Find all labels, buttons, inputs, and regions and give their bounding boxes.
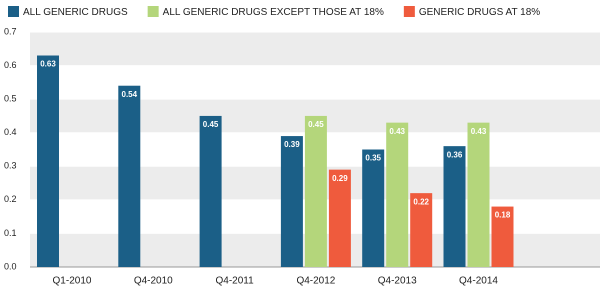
bar (328, 169, 351, 267)
bar (362, 149, 385, 267)
legend-label: ALL GENERIC DRUGS EXCEPT THOSE AT 18% (163, 7, 384, 18)
x-tick-label: Q1-2010 (53, 276, 92, 287)
legend-swatch (147, 6, 159, 17)
value-label: 0.39 (284, 140, 300, 149)
bar (443, 146, 466, 267)
value-label: 0.29 (332, 174, 348, 183)
y-tick-label: 0.2 (4, 194, 17, 204)
x-tick-label: Q4-2012 (296, 276, 335, 287)
y-tick-label: 0.3 (4, 161, 17, 171)
value-label: 0.45 (308, 120, 324, 129)
value-label: 0.45 (203, 120, 219, 129)
grid-band (30, 32, 600, 66)
value-label: 0.36 (447, 150, 463, 159)
y-tick-label: 0.4 (4, 127, 17, 137)
bar (280, 136, 303, 267)
value-label: 0.63 (40, 60, 56, 69)
bar (304, 115, 327, 267)
bar (386, 122, 409, 268)
value-label: 0.22 (413, 197, 429, 206)
y-tick-label: 0.7 (4, 26, 17, 36)
value-label: 0.43 (389, 127, 405, 136)
x-tick-label: Q4-2013 (378, 276, 417, 287)
y-tick-label: 0.5 (4, 94, 17, 104)
value-label: 0.43 (471, 127, 487, 136)
y-tick-label: 0.6 (4, 60, 17, 70)
y-tick-label: 0.1 (4, 228, 17, 238)
value-label: 0.18 (495, 211, 511, 220)
bar (37, 55, 59, 267)
bar (199, 115, 222, 267)
bar (410, 193, 433, 267)
bar (491, 206, 514, 267)
bar (118, 85, 141, 267)
y-tick-label: 0.0 (4, 261, 17, 271)
bar (467, 122, 490, 268)
legend-swatch (403, 6, 415, 17)
value-label: 0.35 (365, 154, 381, 163)
legend-label: ALL GENERIC DRUGS (23, 7, 128, 18)
legend-swatch (8, 6, 19, 17)
x-tick-label: Q4-2011 (216, 276, 255, 287)
legend-label: GENERIC DRUGS AT 18% (419, 7, 540, 18)
x-tick-label: Q4-2010 (134, 276, 173, 287)
x-tick-label: Q4-2014 (459, 276, 498, 287)
value-label: 0.54 (122, 90, 138, 99)
